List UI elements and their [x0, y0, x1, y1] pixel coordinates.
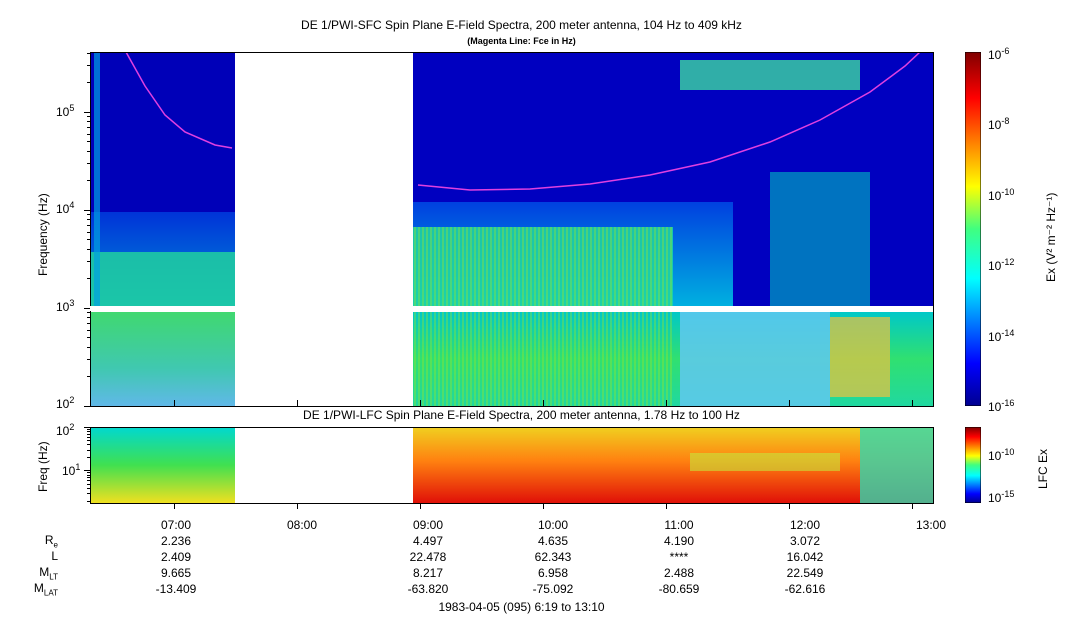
lfc-block-right: [413, 427, 933, 503]
sfc-title: DE 1/PWI-SFC Spin Plane E-Field Spectra,…: [301, 18, 742, 32]
eph-label-l: L: [51, 549, 58, 563]
eph-label-mlt: MLT: [39, 565, 58, 582]
sfc-spectrogram: [90, 52, 933, 406]
cb-tick-1e-6: 10-6: [988, 46, 1010, 62]
time-tick-1100: 11:00: [664, 518, 694, 532]
eph-re-0900: 4.497: [412, 534, 444, 548]
time-tick-1000: 10:00: [537, 518, 569, 532]
lfc-colorbar: [965, 427, 981, 503]
lfc-frame: [90, 427, 934, 504]
eph-re-1100: 4.190: [663, 534, 695, 548]
time-tick-1300: 13:00: [915, 518, 947, 532]
eph-mlat-1200: -62.616: [784, 582, 826, 596]
lfc-spectrogram: [90, 427, 933, 503]
eph-mlt-0900: 8.217: [412, 566, 444, 580]
cb-tick-1e-8: 10-8: [988, 116, 1010, 132]
lfc-block-left: [90, 427, 235, 503]
lfc-cb-tick-1e-10: 10-10: [988, 447, 1015, 463]
cb-tick-1e-10: 10-10: [988, 187, 1015, 203]
cb-tick-1e-16: 10-16: [988, 398, 1015, 414]
eph-mlt-1200: 22.549: [786, 566, 824, 580]
eph-mlt-1000: 6.958: [537, 566, 569, 580]
sfc-subtitle: (Magenta Line: Fce in Hz): [467, 36, 576, 46]
lfc-ytick-1e1: 101: [62, 462, 81, 478]
date-range-footer: 1983-04-05 (095) 6:19 to 13:10: [438, 600, 605, 614]
eph-l-1200: 16.042: [786, 550, 824, 564]
sfc-ytick-1e5: 105: [56, 103, 75, 119]
eph-label-re: Re: [44, 533, 58, 550]
eph-l-0900: 22.478: [409, 550, 447, 564]
time-tick-0700: 07:00: [160, 518, 192, 532]
eph-mlat-0900: -63.820: [407, 582, 449, 596]
lfc-title: DE 1/PWI-LFC Spin Plane E-Field Spectra,…: [303, 408, 740, 422]
time-tick-0800: 08:00: [286, 518, 318, 532]
eph-l-0700: 2.409: [160, 550, 192, 564]
eph-mlat-1000: -75.092: [532, 582, 574, 596]
fce-line-left: [125, 52, 233, 149]
eph-mlt-1100: 2.488: [663, 566, 695, 580]
sfc-ytick-1e3: 103: [56, 298, 75, 314]
eph-l-1100: ****: [669, 550, 689, 564]
eph-mlat-0700: -13.409: [155, 582, 197, 596]
sfc-colorbar: [965, 52, 981, 406]
cb-tick-1e-12: 10-12: [988, 257, 1015, 273]
lfc-cb-tick-1e-15: 10-15: [988, 489, 1015, 505]
cb-tick-1e-14: 10-14: [988, 328, 1015, 344]
eph-re-0700: 2.236: [160, 534, 192, 548]
sfc-ytick-1e2: 102: [56, 395, 75, 411]
eph-mlat-1100: -80.659: [658, 582, 700, 596]
eph-re-1200: 3.072: [789, 534, 821, 548]
fce-line-right: [417, 52, 921, 191]
eph-mlt-0700: 9.665: [160, 566, 192, 580]
sfc-band-separator: [90, 306, 933, 311]
time-tick-1200: 12:00: [789, 518, 821, 532]
time-tick-0900: 09:00: [412, 518, 444, 532]
sfc-frame: [90, 52, 934, 407]
lfc-ytick-1e2: 102: [56, 422, 75, 438]
eph-l-1000: 62.343: [534, 550, 572, 564]
eph-label-mlat: MLAT: [33, 581, 58, 598]
sfc-ytick-1e4: 104: [56, 200, 75, 216]
eph-re-1000: 4.635: [537, 534, 569, 548]
